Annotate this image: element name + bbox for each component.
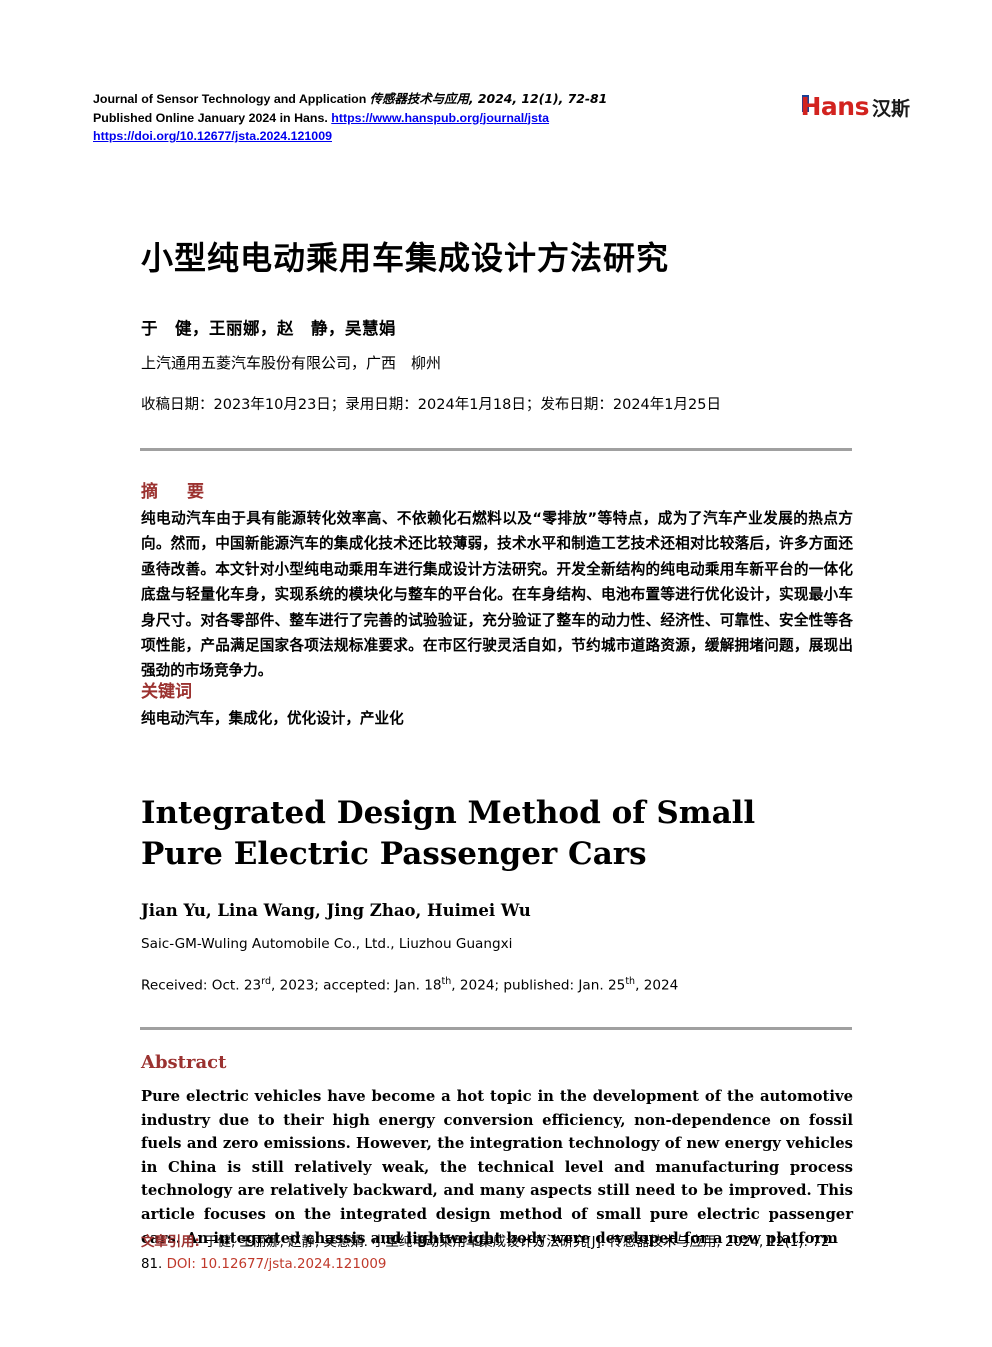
masthead-doi-line: https://doi.org/10.12677/jsta.2024.12100… <box>93 127 793 146</box>
divider-bottom <box>140 1027 852 1030</box>
abstract-heading-en: Abstract <box>141 1052 227 1073</box>
hans-publisher-logo: Hans 汉斯 <box>801 92 911 121</box>
received-ordinal: rd <box>261 976 271 987</box>
authors-en: Jian Yu, Lina Wang, Jing Zhao, Huimei Wu <box>141 901 531 920</box>
journal-masthead: Journal of Sensor Technology and Applica… <box>93 90 793 146</box>
divider-top <box>140 448 852 451</box>
accepted-label: , 2023; accepted: Jan. 18 <box>270 977 442 994</box>
citation-label: 文章引用: <box>141 1235 200 1250</box>
accepted-ordinal: th <box>441 976 452 987</box>
abstract-body-en: Pure electric vehicles have become a hot… <box>141 1088 853 1247</box>
published-online-text: Published Online January 2024 in Hans. <box>93 110 328 125</box>
dates-cn: 收稿日期：2023年10月23日；录用日期：2024年1月18日；发布日期：20… <box>141 397 721 413</box>
journal-url-link[interactable]: https://www.hanspub.org/journal/jsta <box>331 110 550 125</box>
masthead-published-line: Published Online January 2024 in Hans. h… <box>93 109 793 128</box>
affiliation-cn: 上汽通用五菱汽车股份有限公司，广西 柳州 <box>141 354 442 372</box>
doi-url-link[interactable]: https://doi.org/10.12677/jsta.2024.12100… <box>93 129 332 143</box>
journal-name-en: Journal of Sensor Technology and Applica… <box>93 92 367 106</box>
published-ordinal: th <box>625 976 636 987</box>
affiliation-en: Saic-GM-Wuling Automobile Co., Ltd., Liu… <box>141 936 513 952</box>
abstract-body-cn: 纯电动汽车由于具有能源转化效率高、不依赖化石燃料以及“零排放”等特点，成为了汽车… <box>141 510 853 680</box>
journal-name-cn: 传感器技术与应用, 2024, 12(1), 72-81 <box>369 91 608 106</box>
page-title-cn: 小型纯电动乘用车集成设计方法研究 <box>141 239 670 277</box>
keywords-heading-cn: 关键词 <box>141 682 192 702</box>
page-title-en: Integrated Design Method of Small Pure E… <box>141 795 756 872</box>
authors-cn: 于 健，王丽娜，赵 静，吴慧娟 <box>141 319 396 338</box>
masthead-journal-line: Journal of Sensor Technology and Applica… <box>93 90 793 109</box>
hans-wordmark: Hans <box>800 92 870 121</box>
citation-text: 于健, 王丽娜, 赵静, 吴慧娟. 小型纯电动乘用车集成设计方法研究[J]. 传… <box>141 1235 835 1272</box>
citation-footer: 文章引用: 于健, 王丽娜, 赵静, 吴慧娟. 小型纯电动乘用车集成设计方法研究… <box>141 1232 853 1276</box>
received-label: Received: Oct. 23 <box>141 977 262 994</box>
hans-wordmark-cn: 汉斯 <box>871 98 910 120</box>
citation-doi: DOI: 10.12677/jsta.2024.121009 <box>166 1257 387 1272</box>
dates-en: Received: Oct. 23rd, 2023; accepted: Jan… <box>141 976 678 994</box>
published-label: , 2024; published: Jan. 25 <box>451 977 626 994</box>
published-year: , 2024 <box>635 977 679 994</box>
keywords-body-cn: 纯电动汽车，集成化，优化设计，产业化 <box>141 710 404 727</box>
abstract-heading-cn: 摘 要 <box>141 482 210 502</box>
